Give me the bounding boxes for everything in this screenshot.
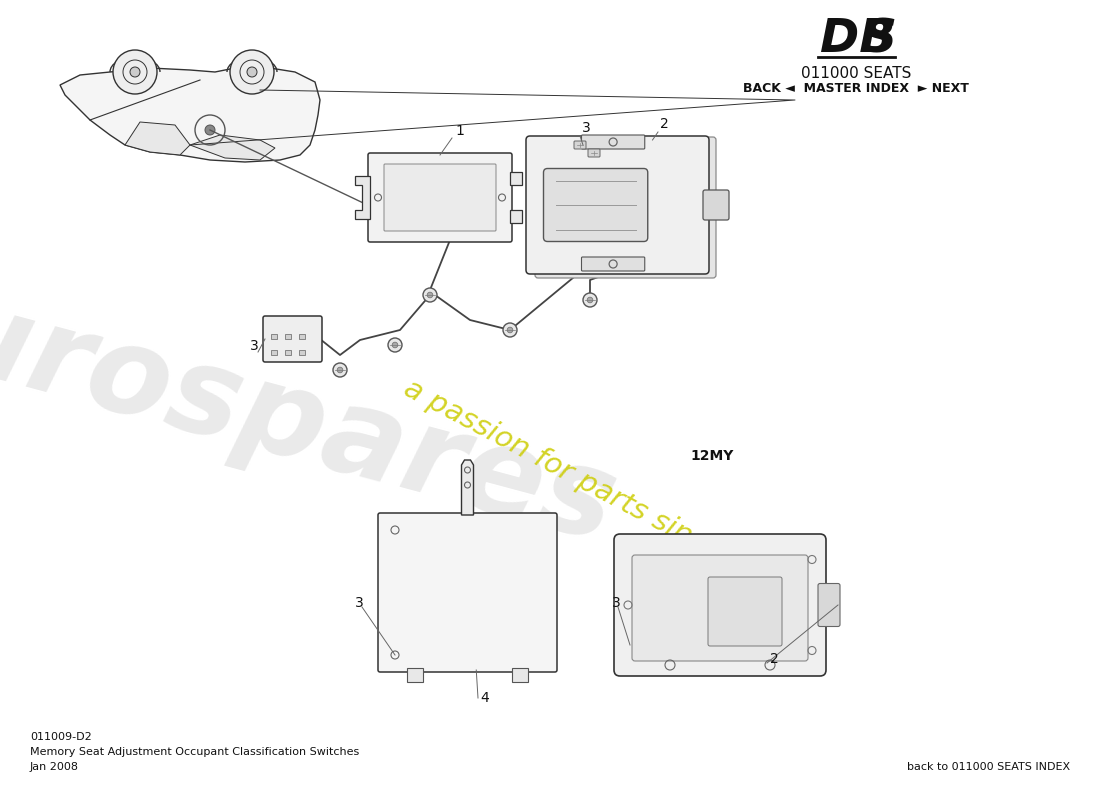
Text: DB: DB <box>820 18 895 62</box>
FancyBboxPatch shape <box>368 153 512 242</box>
FancyBboxPatch shape <box>543 169 648 242</box>
FancyBboxPatch shape <box>263 316 322 362</box>
Bar <box>285 350 292 355</box>
Polygon shape <box>510 210 522 223</box>
Text: eurospares: eurospares <box>0 254 628 566</box>
Text: 12MY: 12MY <box>690 449 734 463</box>
Circle shape <box>113 50 157 94</box>
Circle shape <box>393 342 398 348</box>
Bar <box>285 334 292 339</box>
Polygon shape <box>125 122 190 155</box>
Text: 3: 3 <box>250 339 258 353</box>
Circle shape <box>248 67 257 77</box>
Text: BACK ◄  MASTER INDEX  ► NEXT: BACK ◄ MASTER INDEX ► NEXT <box>744 82 969 95</box>
Text: back to 011000 SEATS INDEX: back to 011000 SEATS INDEX <box>906 762 1070 772</box>
Text: Memory Seat Adjustment Occupant Classification Switches: Memory Seat Adjustment Occupant Classifi… <box>30 747 360 757</box>
FancyBboxPatch shape <box>588 149 600 157</box>
FancyBboxPatch shape <box>526 136 710 274</box>
Text: 4: 4 <box>480 691 488 705</box>
Circle shape <box>507 327 513 333</box>
Circle shape <box>230 50 274 94</box>
FancyBboxPatch shape <box>632 555 808 661</box>
Bar <box>299 350 305 355</box>
Text: 2: 2 <box>660 117 669 131</box>
Circle shape <box>130 67 140 77</box>
Text: S: S <box>862 18 896 62</box>
Circle shape <box>333 363 346 377</box>
Circle shape <box>388 338 401 352</box>
Bar <box>271 334 277 339</box>
Polygon shape <box>60 68 320 162</box>
Text: 011000 SEATS: 011000 SEATS <box>801 66 911 81</box>
Circle shape <box>427 292 432 298</box>
Text: 3: 3 <box>582 121 591 135</box>
Circle shape <box>424 288 437 302</box>
Circle shape <box>503 323 517 337</box>
FancyBboxPatch shape <box>703 190 729 220</box>
FancyBboxPatch shape <box>574 141 586 149</box>
Bar <box>512 668 528 682</box>
Circle shape <box>587 297 593 302</box>
Polygon shape <box>510 172 522 185</box>
Circle shape <box>338 367 343 373</box>
FancyBboxPatch shape <box>535 137 716 278</box>
Bar <box>299 334 305 339</box>
FancyBboxPatch shape <box>582 135 645 149</box>
Text: 1: 1 <box>455 124 464 138</box>
Text: 011009-D2: 011009-D2 <box>30 732 91 742</box>
Text: Jan 2008: Jan 2008 <box>30 762 79 772</box>
Text: 3: 3 <box>612 596 620 610</box>
FancyBboxPatch shape <box>384 164 496 231</box>
FancyBboxPatch shape <box>614 534 826 676</box>
Polygon shape <box>190 135 275 160</box>
Polygon shape <box>355 176 370 218</box>
Bar <box>271 350 277 355</box>
FancyBboxPatch shape <box>708 577 782 646</box>
Text: a passion for parts since 1985: a passion for parts since 1985 <box>399 374 801 606</box>
Text: 2: 2 <box>770 652 779 666</box>
Polygon shape <box>462 460 473 515</box>
FancyBboxPatch shape <box>378 513 557 672</box>
Circle shape <box>583 293 597 307</box>
Text: 3: 3 <box>355 596 364 610</box>
FancyBboxPatch shape <box>582 257 645 271</box>
Circle shape <box>205 125 214 135</box>
FancyBboxPatch shape <box>818 583 840 626</box>
Bar <box>407 668 424 682</box>
